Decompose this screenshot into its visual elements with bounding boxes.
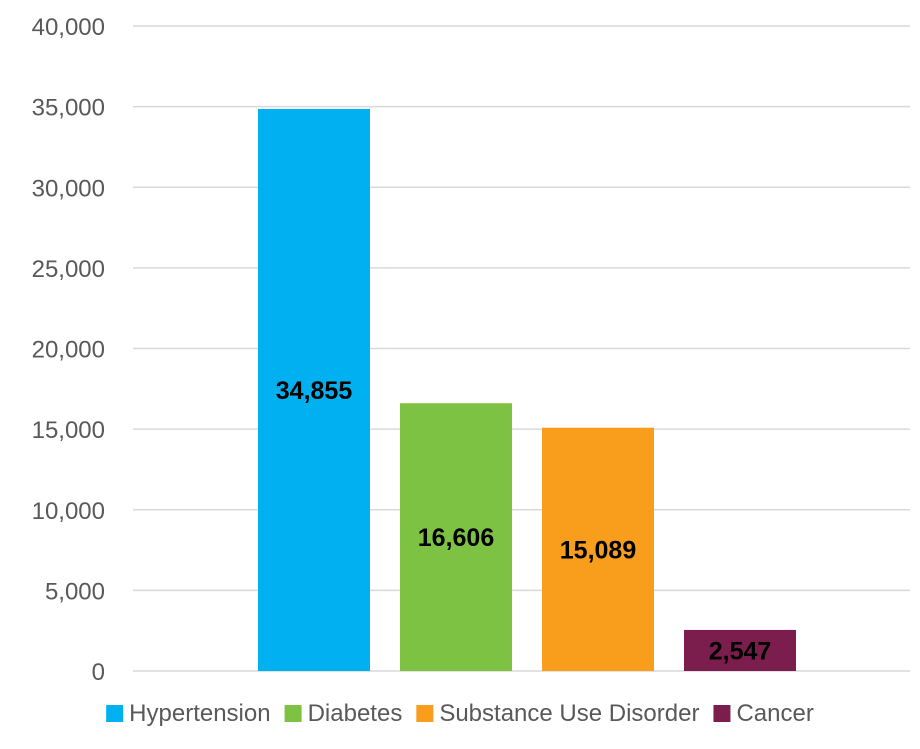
y-tick-label: 35,000: [32, 95, 105, 122]
legend-swatch: [416, 705, 434, 722]
legend-label: Hypertension: [129, 700, 270, 727]
data-labels: 34,855 16,606 15,089 2,547: [276, 377, 772, 665]
y-tick-label: 15,000: [32, 417, 105, 444]
y-tick-label: 5,000: [45, 578, 105, 605]
y-tick-label: 0: [92, 659, 105, 686]
bar-substance-use-disorder: [542, 427, 654, 671]
legend-label: Substance Use Disorder: [439, 700, 699, 727]
legend-swatch: [284, 705, 302, 722]
legend-item-diabetes: Diabetes: [284, 700, 403, 727]
bars: [258, 108, 796, 671]
legend-item-hypertension: Hypertension: [106, 700, 271, 727]
y-tick-label: 20,000: [32, 337, 105, 364]
y-axis-tick-labels: 0 5,000 10,000 15,000 20,000 25,000 30,000 35,0…: [32, 14, 105, 686]
data-label: 16,606: [418, 524, 494, 552]
y-tick-label: 30,000: [32, 175, 105, 202]
bar-diabetes: [400, 403, 512, 671]
legend-swatch: [106, 705, 124, 722]
gridlines: [133, 25, 910, 672]
data-label: 34,855: [276, 377, 353, 405]
legend-swatch: [713, 705, 731, 722]
y-tick-label: 10,000: [32, 498, 105, 525]
bar-cancer: [684, 629, 796, 671]
y-tick-label: 40,000: [32, 14, 105, 41]
y-tick-label: 25,000: [32, 256, 105, 283]
legend-label: Diabetes: [308, 700, 403, 727]
legend-item-substance-use-disorder: Substance Use Disorder: [416, 700, 699, 727]
data-label: 15,089: [560, 536, 636, 564]
legend-item-cancer: Cancer: [713, 700, 814, 727]
data-label: 2,547: [709, 637, 772, 665]
legend-label: Cancer: [736, 700, 813, 727]
bar-hypertension: [258, 108, 370, 671]
legend: Hypertension Diabetes Substance Use Disord…: [106, 700, 814, 727]
